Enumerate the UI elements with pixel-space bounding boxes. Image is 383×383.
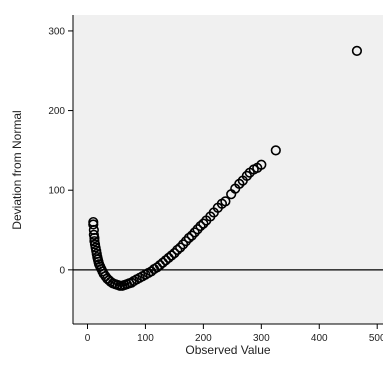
data-point bbox=[183, 232, 194, 244]
data-point bbox=[177, 239, 189, 250]
data-point bbox=[195, 220, 206, 232]
data-point bbox=[88, 219, 99, 230]
x-tick-label: 300 bbox=[253, 333, 270, 344]
x-axis-label: Observed Value bbox=[185, 343, 270, 357]
data-point bbox=[89, 232, 100, 244]
data-point bbox=[166, 250, 177, 261]
x-tick-label: 400 bbox=[311, 333, 328, 344]
data-point bbox=[220, 196, 231, 207]
data-point bbox=[192, 224, 203, 235]
x-tick-label: 200 bbox=[195, 333, 212, 344]
data-point bbox=[169, 248, 180, 259]
data-point bbox=[126, 277, 137, 288]
y-tick-label: 100 bbox=[48, 186, 65, 197]
x-tick-label: 500 bbox=[369, 333, 383, 344]
data-point bbox=[186, 230, 197, 241]
data-point bbox=[351, 45, 363, 56]
data-point bbox=[189, 227, 200, 238]
y-axis-label: Deviation from Normal bbox=[10, 110, 24, 229]
data-point bbox=[241, 170, 252, 181]
x-tick-label: 100 bbox=[137, 333, 154, 344]
data-point bbox=[172, 244, 183, 256]
y-tick-label: 0 bbox=[59, 265, 65, 276]
plot-area bbox=[73, 15, 383, 324]
data-point bbox=[198, 218, 209, 229]
data-point bbox=[175, 242, 186, 253]
x-tick-label: 0 bbox=[85, 333, 91, 344]
y-tick-label: 200 bbox=[48, 106, 65, 117]
data-point bbox=[256, 159, 267, 170]
data-point bbox=[270, 145, 281, 156]
data-point bbox=[180, 236, 192, 247]
y-tick-label: 300 bbox=[48, 26, 65, 37]
